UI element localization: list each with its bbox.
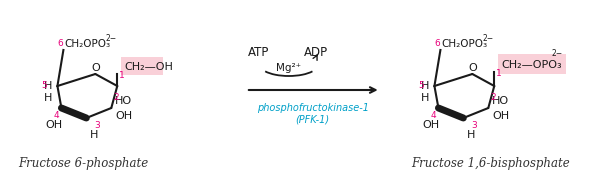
Text: 2: 2 (113, 93, 119, 102)
Text: OH: OH (115, 111, 133, 121)
Text: CH₂OPO₃: CH₂OPO₃ (64, 39, 110, 49)
Text: 1: 1 (496, 70, 502, 79)
Text: CH₂OPO₃: CH₂OPO₃ (442, 39, 488, 49)
Text: CH₂—OH: CH₂—OH (124, 62, 173, 72)
Text: 3: 3 (472, 121, 477, 130)
Text: H: H (467, 130, 476, 140)
Text: 4: 4 (54, 111, 59, 120)
Text: Mg²⁺: Mg²⁺ (276, 63, 301, 73)
Text: ATP: ATP (248, 45, 269, 58)
Text: 1: 1 (119, 71, 125, 80)
Text: O: O (91, 63, 100, 73)
Text: OH: OH (45, 120, 62, 130)
Text: H: H (90, 130, 98, 140)
Text: HO: HO (492, 96, 509, 106)
Text: HO: HO (115, 96, 133, 106)
Text: Fructose 1,6-bisphosphate: Fructose 1,6-bisphosphate (411, 157, 569, 170)
Text: H: H (44, 81, 52, 91)
Text: 6: 6 (58, 39, 63, 48)
Text: 2−: 2− (106, 34, 116, 43)
Text: ADP: ADP (304, 45, 328, 58)
Text: 4: 4 (431, 111, 436, 120)
Text: 2: 2 (490, 93, 496, 102)
Text: 5: 5 (419, 80, 424, 89)
Text: 3: 3 (94, 121, 100, 130)
Text: 2−: 2− (482, 34, 493, 43)
Text: O: O (468, 63, 477, 73)
Text: phosphofructokinase-1: phosphofructokinase-1 (257, 103, 369, 113)
Text: 5: 5 (41, 80, 47, 89)
Text: H: H (421, 93, 430, 103)
Text: H: H (44, 93, 52, 103)
Text: H: H (421, 81, 430, 91)
FancyBboxPatch shape (121, 57, 163, 75)
FancyBboxPatch shape (498, 54, 566, 74)
Text: OH: OH (492, 111, 509, 121)
Text: Fructose 6-phosphate: Fructose 6-phosphate (18, 157, 148, 170)
Text: (PFK-1): (PFK-1) (296, 114, 330, 124)
Text: OH: OH (422, 120, 439, 130)
Text: 2−: 2− (551, 49, 562, 58)
Text: CH₂—OPO₃: CH₂—OPO₃ (501, 60, 562, 70)
Text: 6: 6 (434, 39, 440, 48)
